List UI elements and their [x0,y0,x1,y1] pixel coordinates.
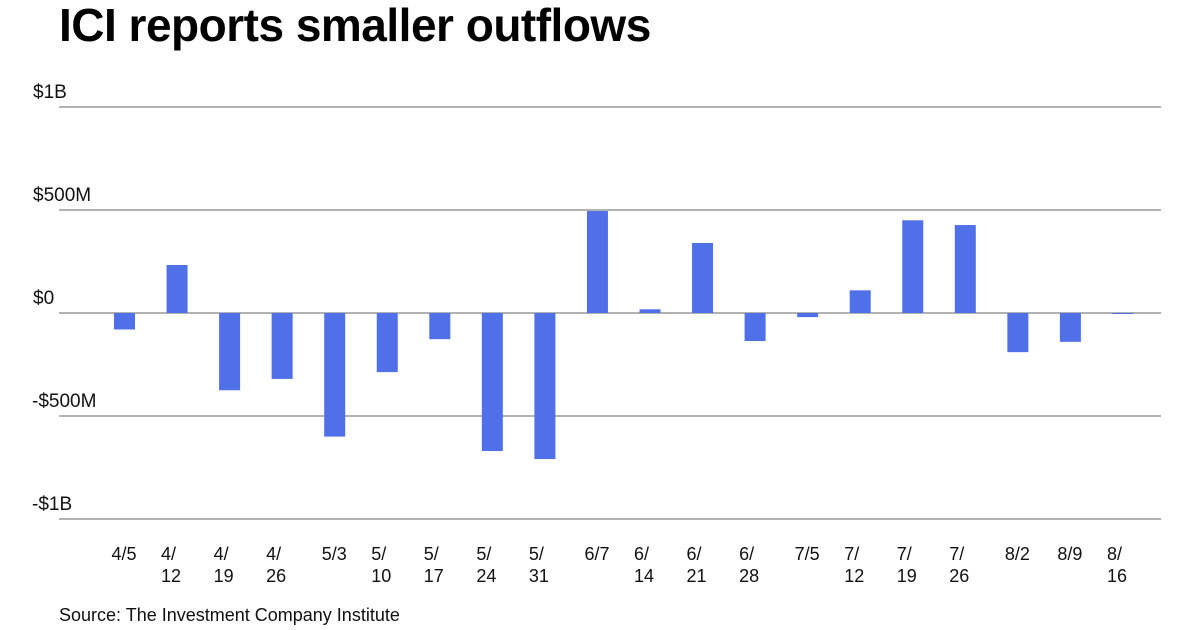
bar-5-31 [534,313,556,460]
x-tick-label: 4/ [161,544,176,564]
bar-4-26 [271,313,293,379]
bar-7-12 [849,290,871,313]
x-tick-label: 17 [424,566,444,586]
chart-title: ICI reports smaller outflows [59,0,651,51]
bars-layer [114,211,1134,460]
y-tick-label: -$1B [32,494,72,515]
x-tick-label: 7/ [949,544,964,564]
x-tick-label: 4/ [266,544,281,564]
x-tick-label: 19 [897,566,917,586]
x-tick-label: 19 [214,566,234,586]
bar-4-19 [219,313,241,391]
x-tick-label: 7/ [844,544,859,564]
bar-8-2 [1007,313,1029,353]
bar-5-24 [481,313,503,452]
x-tick-label: 4/ [214,544,229,564]
bar-7-5 [797,313,819,318]
y-tick-label: $500M [33,185,91,206]
x-tick-label: 28 [739,566,759,586]
x-tick-label: 26 [266,566,286,586]
bar-5-10 [376,313,398,373]
x-tick-label: 24 [476,566,496,586]
y-tick-label: -$500M [32,391,96,412]
bar-7-19 [902,220,924,313]
x-tick-label: 5/ [529,544,544,564]
grid-layer: $1B $500M $0 -$500M -$1B [32,82,1161,520]
source-note: Source: The Investment Company Institute [59,605,400,625]
bar-8-16 [1112,313,1134,314]
x-tick-label: 5/3 [322,544,347,564]
x-tick-label: 12 [844,566,864,586]
bar-6-28 [744,313,766,342]
x-tick-label: 7/ [897,544,912,564]
x-axis-labels: 4/5 4/124/194/265/3 5/105/175/245/316/7 6/1… [112,544,1127,586]
y-tick-label: $1B [33,82,67,103]
x-tick-label: 5/ [371,544,386,564]
x-tick-label: 8/2 [1005,544,1030,564]
x-tick-label: 14 [634,566,654,586]
bar-5-17 [429,313,451,340]
x-tick-label: 8/9 [1057,544,1082,564]
x-tick-label: 4/5 [112,544,137,564]
bar-6-7 [586,211,608,313]
x-tick-label: 5/ [476,544,491,564]
x-tick-label: 21 [687,566,707,586]
x-tick-label: 7/5 [795,544,820,564]
x-tick-label: 6/ [687,544,702,564]
bar-8-9 [1059,313,1081,342]
x-tick-label: 31 [529,566,549,586]
x-tick-label: 26 [949,566,969,586]
bar-4-12 [166,265,188,313]
x-tick-label: 12 [161,566,181,586]
x-tick-label: 6/ [634,544,649,564]
bar-6-14 [639,309,661,313]
x-tick-label: 6/7 [584,544,609,564]
bar-6-21 [692,242,714,313]
y-tick-label: $0 [33,288,54,309]
bar-4-5 [114,313,135,330]
x-tick-label: 6/ [739,544,754,564]
x-tick-label: 10 [371,566,391,586]
x-tick-label: 8/ [1107,544,1122,564]
bar-7-26 [954,225,976,313]
x-tick-label: 5/ [424,544,439,564]
x-tick-label: 16 [1107,566,1127,586]
bar-5-3 [324,313,346,437]
